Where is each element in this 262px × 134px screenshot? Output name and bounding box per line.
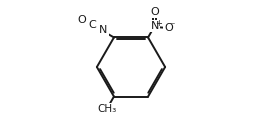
Text: C: C bbox=[89, 20, 96, 30]
Text: O: O bbox=[78, 15, 86, 25]
Text: N: N bbox=[150, 21, 159, 31]
Text: O: O bbox=[150, 7, 159, 17]
Text: +: + bbox=[155, 19, 162, 28]
Text: ⁻: ⁻ bbox=[170, 21, 175, 31]
Text: O: O bbox=[164, 23, 173, 34]
Text: N: N bbox=[99, 25, 107, 35]
Text: CH₃: CH₃ bbox=[97, 104, 116, 114]
